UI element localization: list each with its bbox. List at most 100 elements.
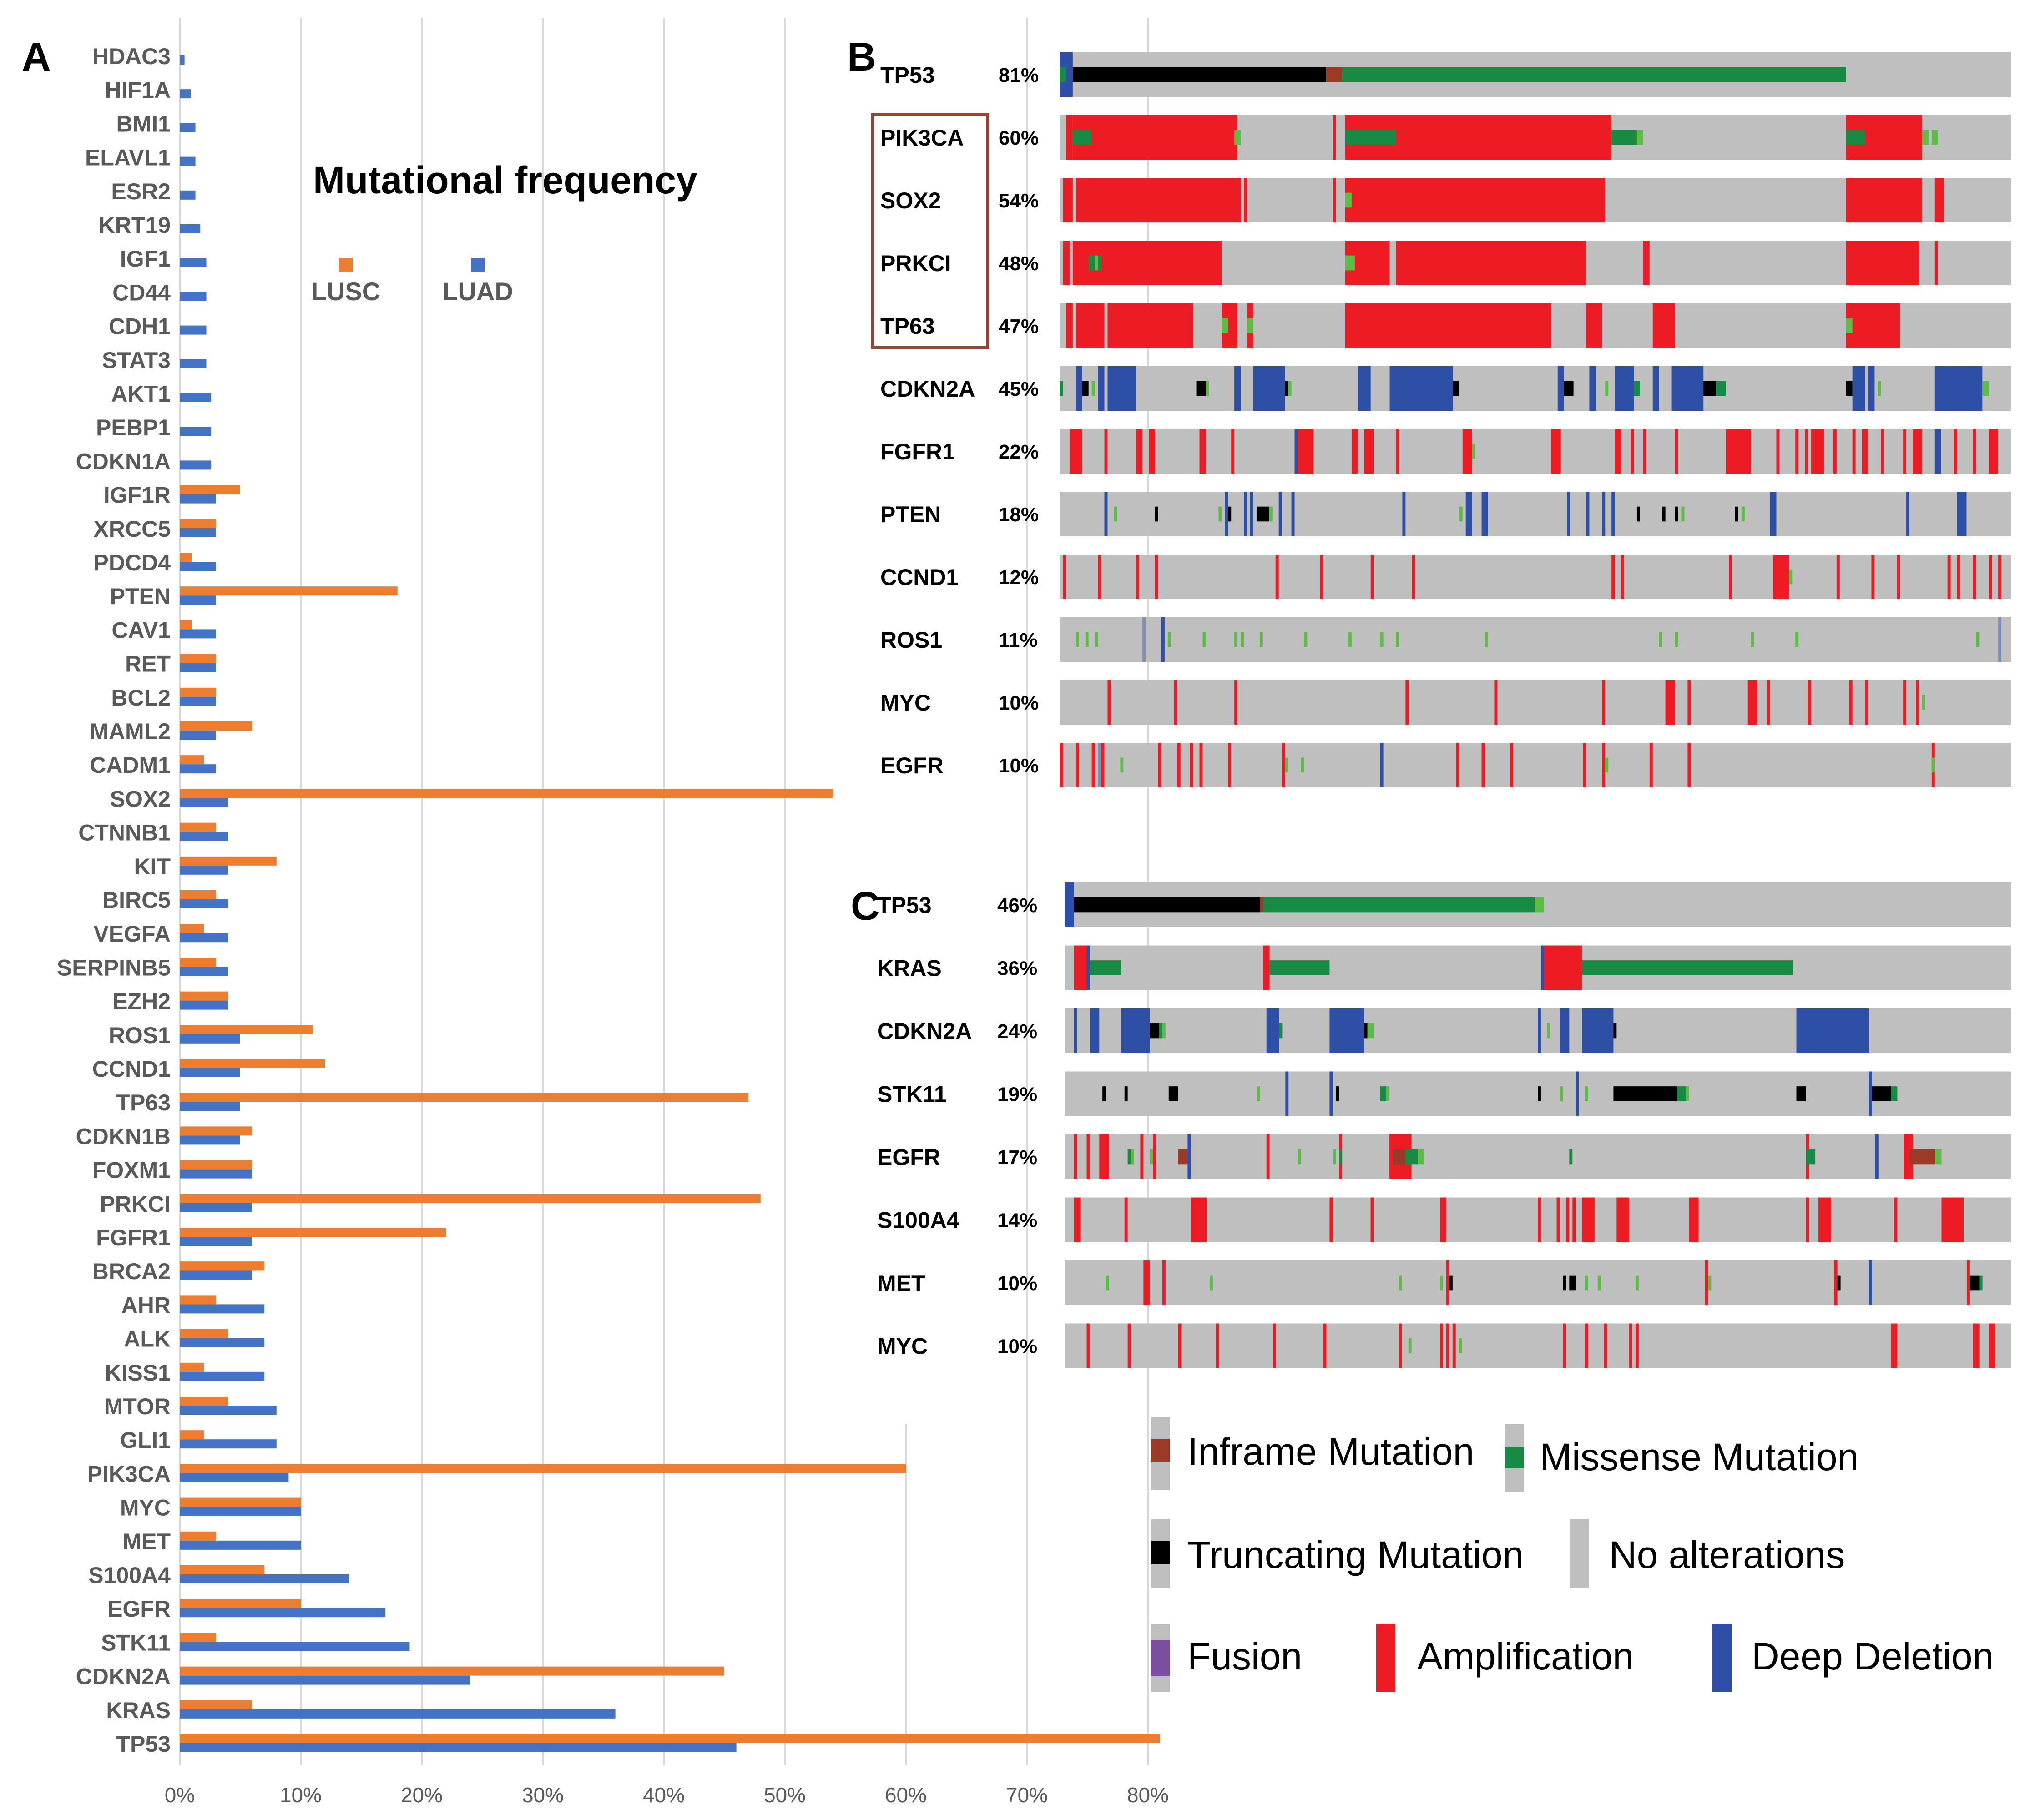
truncating-mark — [1072, 67, 1327, 82]
bar-luad — [180, 731, 216, 740]
amplification-mark — [1852, 429, 1856, 474]
bar-luad — [180, 224, 201, 233]
amplification-mark — [1687, 680, 1691, 725]
alteration-percent: 48% — [999, 252, 1039, 275]
missense-mark — [1741, 506, 1745, 522]
amplification-mark — [1913, 429, 1922, 474]
missense-mark — [1259, 632, 1263, 647]
missense-mark — [1131, 1149, 1134, 1165]
alteration-percent: 45% — [999, 378, 1039, 400]
bar-lusc — [180, 1734, 1160, 1743]
bar-lusc — [180, 822, 216, 832]
bar-luad — [180, 1406, 277, 1415]
amplification-mark — [1891, 1323, 1898, 1368]
deep-deletion-mark — [1253, 366, 1285, 411]
missense-mark — [1585, 1086, 1588, 1101]
amplification-mark — [1726, 429, 1751, 474]
bar-luad — [180, 798, 228, 807]
bar-luad — [180, 1709, 616, 1719]
missense-mark — [1399, 1275, 1402, 1291]
oncoprint-track — [1060, 680, 2011, 725]
oncoprint-row-egfr: EGFR 17% — [877, 1134, 2011, 1179]
amplification-mark — [1370, 1197, 1374, 1242]
gene-label: FGFR1 — [880, 439, 955, 464]
bar-luad — [180, 1102, 240, 1111]
legend-lusc-label: LUSC — [311, 277, 380, 306]
deep-deletion-mark — [1615, 366, 1634, 411]
oncoprint-row-tp63: TP63 47% — [880, 303, 2011, 348]
missense-mark — [1345, 130, 1396, 145]
amplification-mark — [1705, 1260, 1708, 1305]
amplification-mark — [1199, 743, 1203, 787]
missense-mark — [1597, 1275, 1601, 1291]
category-label: BCL2 — [111, 685, 171, 711]
amplification-mark — [1063, 555, 1066, 599]
oncoprint-row-cdkn2a: CDKN2A 24% — [877, 1008, 2011, 1053]
amplification-mark — [1629, 1323, 1632, 1368]
missense-mark — [1472, 444, 1475, 459]
amplification-mark — [1149, 429, 1155, 474]
missense-mark — [1795, 632, 1799, 647]
deep-deletion-mark — [1852, 366, 1865, 411]
truncating-mark — [1662, 506, 1666, 522]
bar-luad — [180, 1608, 386, 1618]
missense-mark — [1633, 381, 1640, 396]
amplification-mark — [1266, 1134, 1270, 1179]
gene-label: CDKN2A — [880, 376, 975, 402]
missense-mark — [1979, 1275, 1983, 1291]
amplification-mark — [1216, 1323, 1219, 1368]
amplification-mark — [1903, 429, 1907, 474]
bar-luad — [180, 393, 212, 402]
category-label: VEGFA — [94, 921, 171, 947]
legend-fusion-swatch — [1151, 1640, 1170, 1676]
missense-mark — [1418, 1149, 1424, 1165]
deep-deletion-mark — [1770, 492, 1777, 536]
missense-mark — [1301, 757, 1304, 773]
category-label: RET — [125, 651, 171, 677]
amplification-mark — [1345, 178, 1606, 222]
x-tick-label: 20% — [401, 1783, 443, 1807]
deep-deletion-mark — [1465, 492, 1472, 536]
amplification-mark — [1162, 1260, 1166, 1305]
missense-mark — [1095, 632, 1098, 647]
x-tick-label: 40% — [643, 1783, 685, 1807]
oncoprint-track — [1065, 1323, 2011, 1368]
category-label: MYC — [120, 1495, 171, 1521]
bar-luad — [180, 1034, 240, 1044]
bar-luad — [180, 696, 216, 706]
amplification-mark — [1941, 1197, 1964, 1242]
missense-mark — [1247, 318, 1253, 333]
amplification-mark — [1412, 555, 1415, 599]
missense-mark — [1585, 1275, 1588, 1291]
amplification-mark — [1333, 178, 1336, 222]
amplification-mark — [1136, 555, 1140, 599]
amplification-mark — [1234, 680, 1238, 725]
missense-mark — [1367, 1023, 1374, 1039]
bar-luad — [180, 1338, 265, 1347]
gene-label: MYC — [877, 1334, 928, 1359]
deep-deletion-mark — [1278, 492, 1282, 536]
bar-luad — [180, 1574, 349, 1583]
missense-mark — [1459, 506, 1463, 522]
bar-luad — [180, 1642, 410, 1651]
deep-deletion-mark — [1589, 366, 1596, 411]
amplification-mark — [1675, 429, 1678, 474]
truncating-mark — [1538, 1086, 1541, 1101]
amplification-mark — [1998, 555, 2002, 599]
amplification-mark — [1616, 1197, 1630, 1242]
missense-mark — [1076, 632, 1079, 647]
oncoprint-track — [1065, 1260, 2011, 1305]
missense-mark — [1206, 381, 1209, 396]
missense-mark — [1611, 130, 1637, 145]
category-label: IGF1R — [104, 483, 171, 508]
truncating-mark — [1155, 506, 1158, 522]
amplification-mark — [1323, 1323, 1327, 1368]
amplification-mark — [1556, 1197, 1560, 1242]
amplification-mark — [1583, 743, 1586, 787]
missense-mark — [1342, 67, 1846, 82]
amplification-mark — [1140, 1134, 1144, 1179]
deep-deletion-mark — [1065, 882, 1074, 927]
amplification-mark — [1871, 555, 1875, 599]
bar-lusc — [180, 1228, 446, 1237]
truncating-mark — [1285, 381, 1288, 396]
